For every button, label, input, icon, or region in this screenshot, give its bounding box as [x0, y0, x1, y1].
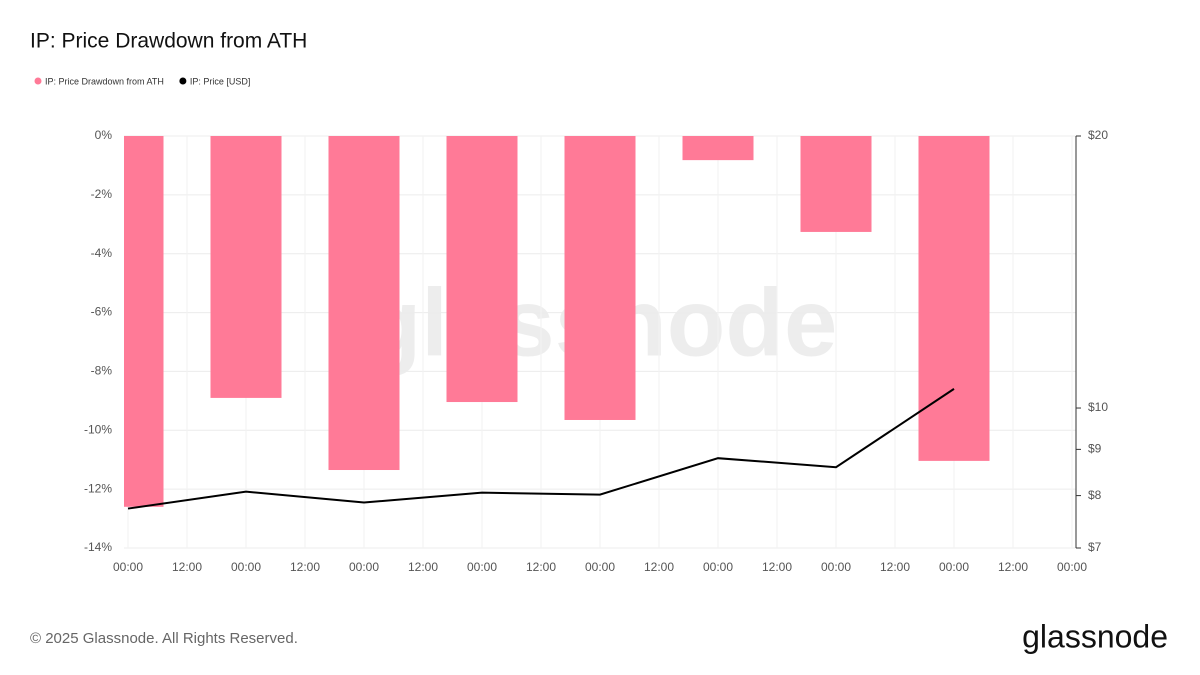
x-tick-label: 12:00	[526, 560, 556, 574]
x-tick-label: 00:00	[585, 560, 615, 574]
y2-tick-label: $20	[1088, 128, 1108, 142]
x-tick-label: 00:00	[703, 560, 733, 574]
x-tick-label: 12:00	[290, 560, 320, 574]
legend-label: IP: Price Drawdown from ATH	[45, 76, 164, 86]
bar	[800, 136, 872, 232]
x-tick-label: 00:00	[113, 560, 143, 574]
y2-tick-label: $8	[1088, 488, 1102, 502]
bar	[124, 136, 164, 507]
x-tick-label: 00:00	[231, 560, 261, 574]
bar	[210, 136, 282, 398]
y-tick-label: -2%	[91, 187, 113, 201]
y-tick-label: -8%	[91, 364, 113, 378]
y2-tick-label: $7	[1088, 540, 1102, 554]
legend-label: IP: Price [USD]	[190, 76, 251, 86]
copyright: © 2025 Glassnode. All Rights Reserved.	[30, 630, 298, 647]
x-tick-label: 12:00	[762, 560, 792, 574]
y-tick-label: -10%	[84, 422, 112, 436]
logo: glassnode	[1022, 618, 1168, 654]
legend-marker	[34, 77, 42, 85]
y2-tick-label: $9	[1088, 442, 1102, 456]
x-tick-label: 00:00	[467, 560, 497, 574]
bar	[328, 136, 400, 471]
bar	[564, 136, 636, 420]
x-tick-label: 12:00	[880, 560, 910, 574]
price-line	[127, 388, 955, 510]
bar-series	[124, 136, 990, 507]
bar	[682, 136, 754, 161]
y-tick-label: -4%	[91, 246, 113, 260]
y-tick-label: -14%	[84, 540, 112, 554]
x-tick-label: 12:00	[172, 560, 202, 574]
x-tick-label: 12:00	[998, 560, 1028, 574]
x-tick-label: 12:00	[408, 560, 438, 574]
x-tick-label: 00:00	[939, 560, 969, 574]
y-tick-label: -12%	[84, 481, 112, 495]
x-tick-label: 12:00	[644, 560, 674, 574]
legend-marker	[179, 77, 187, 85]
x-tick-label: 00:00	[349, 560, 379, 574]
chart-title: IP: Price Drawdown from ATH	[30, 30, 307, 53]
y-tick-label: -6%	[91, 305, 113, 319]
y2-tick-label: $10	[1088, 400, 1108, 414]
x-tick-label: 00:00	[1057, 560, 1087, 574]
bar	[918, 136, 990, 461]
bar	[446, 136, 518, 403]
x-tick-label: 00:00	[821, 560, 851, 574]
y-tick-label: 0%	[95, 128, 113, 142]
